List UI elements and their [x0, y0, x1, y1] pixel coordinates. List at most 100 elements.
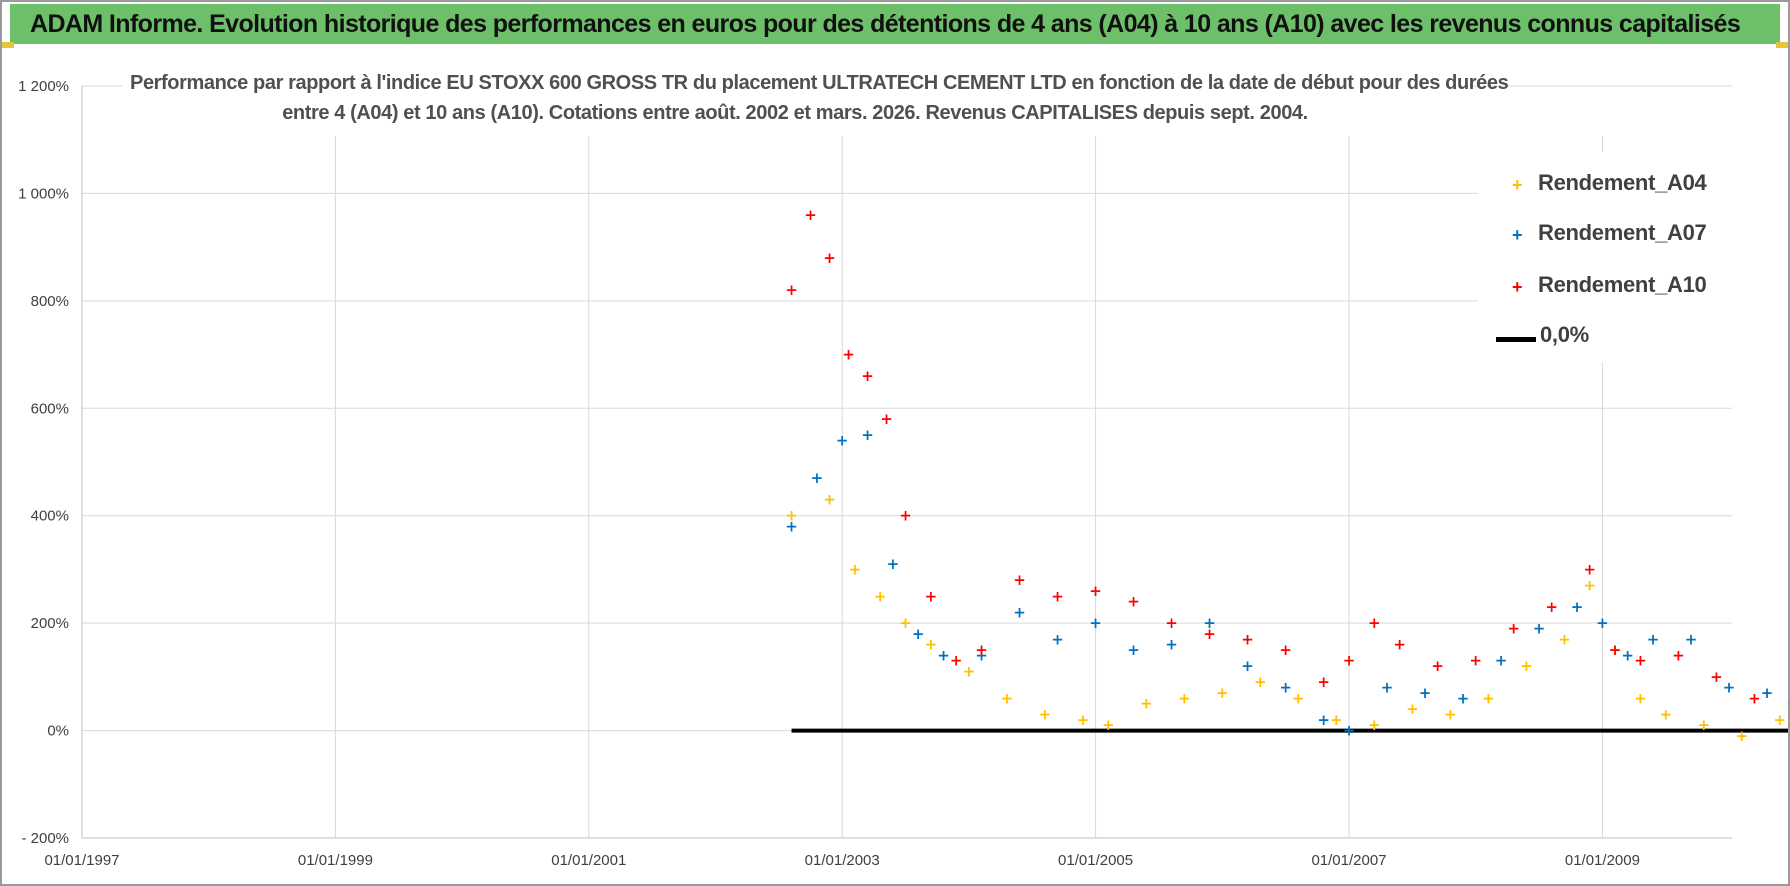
data-point: +	[1583, 560, 1596, 578]
data-point: +	[880, 410, 893, 428]
y-tick-label: - 200%	[21, 830, 69, 847]
data-point: +	[1786, 695, 1788, 713]
data-point: +	[1710, 668, 1723, 686]
data-point: +	[1051, 630, 1064, 648]
plus-marker-icon: +	[1512, 225, 1523, 245]
data-point: +	[1254, 673, 1267, 691]
data-point: +	[912, 625, 925, 643]
data-point: +	[1216, 684, 1229, 702]
data-point: +	[1571, 598, 1584, 616]
data-point: +	[1317, 711, 1330, 729]
data-point: +	[1647, 630, 1660, 648]
data-point: +	[1520, 657, 1533, 675]
zero-line-icon	[1496, 337, 1536, 342]
data-point: +	[785, 281, 798, 299]
data-point: +	[1203, 625, 1216, 643]
data-point: +	[887, 555, 900, 573]
data-point: +	[1482, 689, 1495, 707]
data-point: +	[861, 426, 874, 444]
plus-marker-icon: +	[1512, 277, 1523, 297]
data-point: +	[899, 507, 912, 525]
data-point: +	[975, 646, 988, 664]
data-point: +	[1393, 636, 1406, 654]
data-point: +	[849, 560, 862, 578]
data-point: +	[1013, 603, 1026, 621]
data-point: +	[1621, 646, 1634, 664]
data-point: +	[811, 469, 824, 487]
data-point: +	[1469, 652, 1482, 670]
data-point: +	[1761, 684, 1774, 702]
data-point: +	[1343, 652, 1356, 670]
legend-label-a04: Rendement_A04	[1538, 170, 1707, 195]
data-point: +	[1583, 577, 1596, 595]
data-point: +	[1736, 727, 1749, 745]
data-point: +	[1634, 652, 1647, 670]
plus-marker-icon: +	[1512, 175, 1523, 195]
legend-item-a10: + Rendement_A10	[1478, 268, 1734, 308]
data-point: +	[804, 206, 817, 224]
data-point: +	[1381, 679, 1394, 697]
y-tick-label: 1 200%	[18, 78, 69, 95]
data-point: +	[823, 491, 836, 509]
data-point: +	[1241, 657, 1254, 675]
y-tick-label: 400%	[31, 508, 69, 525]
corner-accent-right	[1776, 42, 1788, 48]
data-point: +	[1127, 593, 1140, 611]
data-point: +	[785, 507, 798, 525]
legend-item-zero: 0,0%	[1478, 318, 1734, 358]
title-banner: ADAM Informe. Evolution historique des p…	[10, 4, 1780, 44]
data-point: +	[1533, 620, 1546, 638]
data-point: +	[937, 646, 950, 664]
data-point: +	[842, 346, 855, 364]
data-point: +	[1660, 706, 1673, 724]
data-point: +	[1039, 706, 1052, 724]
data-point: +	[836, 432, 849, 450]
data-point: +	[1089, 614, 1102, 632]
x-tick-label: 01/01/1999	[298, 852, 373, 869]
data-point: +	[925, 636, 938, 654]
data-point: +	[1431, 657, 1444, 675]
data-point: +	[963, 663, 976, 681]
data-point: +	[1317, 673, 1330, 691]
data-point: +	[1685, 630, 1698, 648]
data-point: +	[1748, 689, 1761, 707]
data-point: +	[1241, 630, 1254, 648]
data-point: +	[1507, 620, 1520, 638]
series-rendement-a04: + + + + + + + + + + + + + + + + + + + + + + + + + + + + + + + + + + + + + + + +…	[785, 491, 1786, 745]
data-point: +	[874, 587, 887, 605]
series-rendement-a07: + + + + + + + + + + + + + + + + + + + + + + + + + + + + + + + + + + + + + + + +…	[785, 426, 1774, 740]
legend-label-a10: Rendement_A10	[1538, 272, 1707, 297]
data-marks: +++++++++ + ++ + ++++ ++ ++++++++++++++ ++++ +++…	[785, 206, 1788, 745]
data-point: +	[1609, 641, 1622, 659]
data-point: +	[1495, 652, 1508, 670]
data-point: +	[1165, 636, 1178, 654]
data-point: +	[785, 518, 798, 536]
x-tick-label: 01/01/2005	[1058, 852, 1133, 869]
corner-accent-left	[2, 42, 14, 48]
chart-title-line-1: Performance par rapport à l'indice EU ST…	[130, 72, 1509, 94]
data-point: +	[861, 367, 874, 385]
legend-item-a07: + Rendement_A07	[1478, 216, 1734, 256]
legend-label-a07: Rendement_A07	[1538, 220, 1707, 245]
y-tick-label: 200%	[31, 615, 69, 632]
x-tick-label: 01/01/2007	[1311, 852, 1386, 869]
data-point: +	[1102, 716, 1115, 734]
x-tick-label: 01/01/2003	[805, 852, 880, 869]
data-point: +	[925, 587, 938, 605]
data-point: +	[1457, 689, 1470, 707]
x-axis-ticks: 01/01/1997 01/01/1999 01/01/2001 01/01/2003…	[44, 852, 1639, 869]
y-tick-label: 800%	[31, 293, 69, 310]
data-point: +	[1343, 722, 1356, 740]
data-point: +	[950, 652, 963, 670]
data-point: +	[1051, 587, 1064, 605]
data-point: +	[1444, 706, 1457, 724]
series-rendement-a10: ++++++++++++++++++++++++++++++++++++++++…	[785, 206, 1788, 713]
chart-title-line-2: entre 4 (A04) et 10 ans (A10). Cotations…	[282, 102, 1308, 124]
data-point: +	[1203, 614, 1216, 632]
data-point: +	[1419, 684, 1432, 702]
data-point: +	[1406, 700, 1419, 718]
data-point: +	[1558, 630, 1571, 648]
data-point: +	[1165, 614, 1178, 632]
